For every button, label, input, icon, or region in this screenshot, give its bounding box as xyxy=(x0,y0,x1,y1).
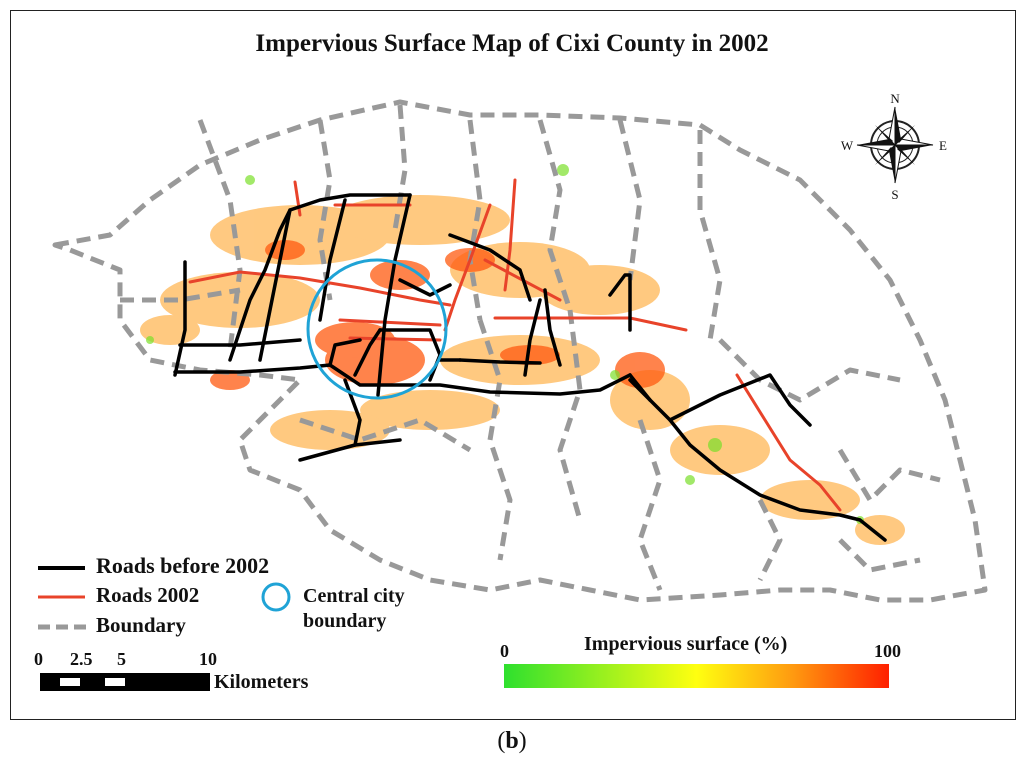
legend-symbols xyxy=(38,566,291,630)
scale-tick-5: 5 xyxy=(117,649,126,669)
color-bar-title: Impervious surface (%) xyxy=(584,633,788,655)
caption-close: ) xyxy=(518,728,527,754)
map-title: Impervious Surface Map of Cixi County in… xyxy=(255,30,769,57)
caption-open: ( xyxy=(497,728,506,754)
impervious-surface-layer xyxy=(140,164,905,545)
legend-roads-2002-label: Roads 2002 xyxy=(96,583,200,607)
legend-central-city-label-1: Central city xyxy=(303,585,405,607)
caption-letter: b xyxy=(505,728,519,754)
color-bar-min: 0 xyxy=(500,641,509,661)
roads-before-2002-layer xyxy=(173,193,887,542)
scale-unit-label: Kilometers xyxy=(214,671,309,693)
compass-w: W xyxy=(841,138,854,153)
compass-s: S xyxy=(891,187,898,202)
roads-2002-layer xyxy=(188,178,842,512)
figure-caption: (b) xyxy=(0,728,1024,755)
color-bar-max: 100 xyxy=(874,641,901,661)
central-city-boundary xyxy=(306,258,448,400)
legend-central-city-label-2: boundary xyxy=(303,610,387,632)
compass-e: E xyxy=(939,138,947,153)
legend-boundary-label: Boundary xyxy=(96,613,186,637)
legend-central-city-symbol xyxy=(261,582,291,612)
impervious-color-bar xyxy=(504,664,889,688)
compass-n: N xyxy=(890,91,900,106)
compass-rose-icon: N S E W xyxy=(841,91,947,202)
scale-tick-2-5: 2.5 xyxy=(70,649,93,669)
legend-roads-before-label: Roads before 2002 xyxy=(96,553,270,578)
boundary-layer xyxy=(52,99,988,603)
scale-tick-0: 0 xyxy=(34,649,43,669)
scale-bar xyxy=(40,673,210,691)
scale-tick-10: 10 xyxy=(199,649,217,669)
